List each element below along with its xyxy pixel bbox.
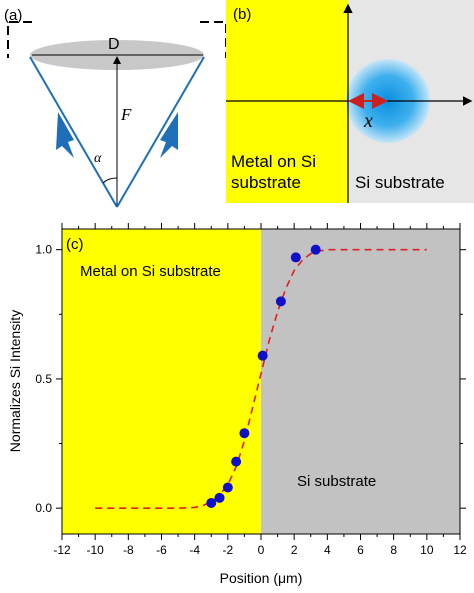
x-tick-label: -4	[189, 543, 200, 557]
panel-c-chart: -12 -10 -8 -6 -4 -2 0 2 4 6 8 10 12 0.0 0.5 1.0 (c) Met…	[7, 223, 467, 586]
y-tick-label: 0.0	[35, 501, 52, 515]
y-tick-label: 0.5	[35, 372, 52, 386]
diameter-label: D	[108, 36, 120, 53]
angle-label: α	[94, 151, 102, 166]
panel-b: x (b) Metal on Si substrate Si substrate	[226, 0, 474, 203]
panel-a: (a) D F α	[4, 7, 227, 208]
data-point	[214, 492, 225, 503]
si-region-c	[261, 229, 460, 534]
data-point	[310, 244, 321, 255]
x-tick-label: 4	[324, 543, 331, 557]
x-tick-label: 8	[390, 543, 397, 557]
x-tick-label: -12	[53, 543, 71, 557]
data-point	[239, 428, 250, 439]
x-tick-label: -6	[156, 543, 167, 557]
axis-ticks: -12 -10 -8 -6 -4 -2 0 2 4 6 8 10 12 0.0 0.5 1.0	[35, 223, 467, 557]
lens-bracket-right	[200, 21, 227, 58]
x-axis-title: Position (μm)	[220, 570, 303, 586]
focal-label: F	[120, 105, 132, 124]
angle-arc	[102, 177, 118, 184]
x-tick-label: 12	[453, 543, 467, 557]
x-tick-label: 0	[258, 543, 265, 557]
y-tick-label: 1.0	[35, 243, 52, 257]
beam-left	[29, 56, 118, 208]
panel-b-label: (b)	[233, 6, 251, 23]
data-points	[206, 244, 321, 508]
data-point	[290, 252, 301, 263]
x-tick-label: 10	[420, 543, 434, 557]
data-point	[206, 497, 217, 508]
si-label-b: Si substrate	[355, 173, 445, 192]
metal-label-b-line2: substrate	[231, 173, 301, 192]
beam-right	[116, 56, 205, 208]
data-point	[275, 296, 286, 307]
x-tick-label: -8	[123, 543, 134, 557]
panel-c-label: (c)	[66, 236, 84, 253]
data-point	[257, 350, 268, 361]
beam-arrow-left-icon	[56, 112, 74, 158]
fit-curve	[95, 248, 427, 509]
offset-label: x	[363, 110, 373, 132]
x-tick-label: -10	[86, 543, 104, 557]
beam-arrow-right-icon	[160, 112, 178, 158]
metal-label-b-line1: Metal on Si	[231, 152, 316, 171]
data-point	[222, 482, 233, 493]
y-axis-title: Normalizes Si Intensity	[7, 310, 23, 452]
si-label-c: Si substrate	[297, 473, 376, 490]
x-tick-label: 2	[291, 543, 298, 557]
panel-a-label: (a)	[4, 7, 22, 24]
x-tick-label: 6	[357, 543, 364, 557]
data-point	[231, 456, 242, 467]
x-tick-label: -2	[222, 543, 233, 557]
lens-bracket-left	[7, 21, 32, 58]
metal-label-c: Metal on Si substrate	[80, 263, 221, 280]
